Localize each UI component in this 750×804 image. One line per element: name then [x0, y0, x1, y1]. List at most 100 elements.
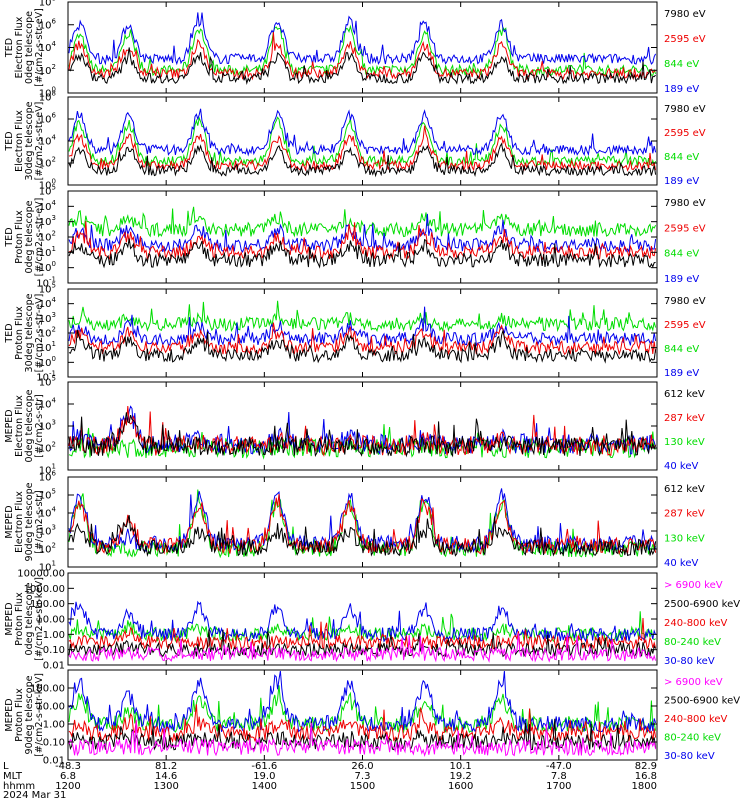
y-tick-label: 101: [39, 463, 56, 477]
y-tick-label: 100: [39, 86, 56, 100]
series-line-green: [68, 206, 657, 238]
y-tick-label: 102: [39, 156, 56, 170]
y-tick-label: 0.01: [43, 661, 65, 672]
y-tick-label: 102: [39, 230, 56, 244]
x-tick-label-hhmm: 1600: [448, 781, 473, 792]
y-tick-label: 102: [39, 63, 56, 77]
y-tick-label: 102: [39, 441, 56, 455]
legend-entry-black: 612 keV: [664, 484, 705, 495]
y-tick-label: 103: [39, 419, 56, 433]
series-line-black: [68, 238, 656, 269]
series-line-red: [68, 704, 657, 743]
y-axis-label: Proton Flux: [14, 592, 25, 646]
y-axis-label: [#/cm2-s-str-eV]: [34, 294, 45, 373]
y-axis-label: MEPED: [4, 602, 15, 635]
y-axis-label: 90deg telescope: [24, 482, 35, 561]
legend-entry-green: 844 eV: [664, 152, 699, 163]
y-tick-label: 1.00: [43, 720, 65, 731]
y-tick-label: 10000.00: [17, 569, 65, 580]
series-line-blue: [68, 12, 657, 66]
y-axis-label: 30deg telescope: [24, 293, 35, 372]
series-line-red: [68, 125, 657, 172]
legend-entry-red: 240-800 keV: [664, 618, 728, 629]
legend-entry-green: 844 eV: [664, 344, 699, 355]
y-tick-label: 104: [39, 134, 57, 148]
panel-2: 100 102 104 106 108 TED Electron Flux 30deg tel…: [4, 90, 706, 192]
y-tick-label: 104: [39, 506, 57, 520]
y-tick-label: 1000.00: [24, 584, 65, 595]
series-line-red: [68, 322, 657, 356]
y-tick-label: 10-1: [36, 370, 56, 384]
x-axis: LMLThhmm-48.36.8120081.214.61300-61.619.…: [3, 761, 657, 801]
panel-frame: [67, 381, 658, 471]
legend-entry-magenta: > 6900 keV: [664, 580, 723, 591]
panel-8: 0.01 0.10 1.00 10.00 100.00 MEPED Proton Flux 9…: [4, 669, 740, 767]
legend-entry-blue: 189 eV: [664, 274, 699, 285]
y-axis-label: 0deg telescope: [24, 11, 35, 84]
y-tick-label: 0.01: [43, 756, 65, 767]
series-line-blue: [68, 213, 657, 254]
series-line-black: [68, 47, 656, 85]
legend-entry-red: 2595 eV: [664, 223, 706, 234]
y-axis-label: 0deg telescope: [24, 582, 35, 655]
y-tick-label: 108: [39, 0, 56, 9]
legend: > 6900 keV 2500-6900 keV 240-800 keV 80-240…: [664, 677, 740, 762]
series-line-blue: [68, 306, 657, 347]
x-tick-label-mlt: 7.3: [355, 771, 371, 782]
y-axis-label: [#/cm2-s-str]: [34, 490, 45, 553]
y-axis-label: [#/cm2-s-str-keV]: [34, 577, 45, 661]
x-axis-row-label: hhmm: [3, 781, 35, 792]
y-axis-label: MEPED: [4, 505, 15, 538]
series-line-blue: [68, 488, 657, 554]
y-tick-label: 103: [39, 214, 56, 228]
y-tick-label: 106: [39, 17, 57, 31]
y-axis-label: MEPED: [4, 698, 15, 731]
y-tick-label: 105: [39, 488, 56, 502]
legend-entry-blue: 189 eV: [664, 84, 699, 95]
y-tick-label: 100: [39, 260, 56, 274]
y-tick-label: 105: [39, 184, 56, 198]
y-axis-label: TED: [4, 131, 15, 151]
y-axis-label: TED: [4, 38, 15, 58]
legend: 7980 eV 2595 eV 844 eV 189 eV: [664, 296, 706, 379]
series-line-black: [68, 629, 657, 658]
series-line-black: [68, 142, 657, 178]
x-tick-label-mlt: 7.8: [551, 771, 567, 782]
legend-entry-green: 130 keV: [664, 437, 705, 448]
y-tick-label: 100.00: [30, 684, 65, 695]
panel-5: 101 102 103 104 105 MEPED Electron Flux 0deg te…: [4, 375, 705, 477]
x-tick-label-l: -48.3: [55, 761, 81, 772]
legend: 612 keV 287 keV 130 keV 40 keV: [664, 484, 705, 569]
x-axis-row-label: L: [3, 761, 9, 772]
y-tick-label: 108: [39, 90, 56, 104]
y-tick-label: 104: [39, 199, 57, 213]
y-tick-label: 104: [39, 397, 57, 411]
y-tick-label: 103: [39, 524, 56, 538]
series-line-black: [68, 412, 657, 458]
y-axis-label: Electron Flux: [14, 16, 25, 78]
y-tick-label: 106: [39, 470, 57, 484]
y-axis-label: [#/cm2-s-str-eV]: [34, 102, 45, 181]
y-axis-label: 30deg telescope: [24, 101, 35, 180]
legend-entry-green: 844 eV: [664, 59, 699, 70]
date-label: 2024 Mar 31: [3, 790, 66, 800]
legend-entry-red: 2595 eV: [664, 34, 706, 45]
series-line-red: [68, 220, 657, 261]
y-axis-label: Proton Flux: [14, 688, 25, 742]
series-line-blue: [68, 600, 657, 643]
series-line-blue: [68, 670, 657, 734]
y-tick-label: 104: [39, 40, 57, 54]
series-line-red: [68, 617, 657, 651]
x-tick-label-hhmm: 1800: [632, 781, 657, 792]
y-axis-label: Proton Flux: [14, 306, 25, 360]
legend-entry-black: 612 keV: [664, 389, 705, 400]
legend-entry-magenta: > 6900 keV: [664, 677, 723, 688]
x-tick-label-mlt: 16.8: [635, 771, 657, 782]
panel-7: 0.01 0.10 1.00 10.00 100.00 1000.00 10000.00 ME…: [4, 569, 740, 672]
series-line-magenta: [68, 719, 657, 757]
legend-entry-blue: 30-80 keV: [664, 656, 715, 667]
y-tick-label: 105: [39, 375, 56, 389]
x-tick-label-mlt: 14.6: [155, 771, 177, 782]
